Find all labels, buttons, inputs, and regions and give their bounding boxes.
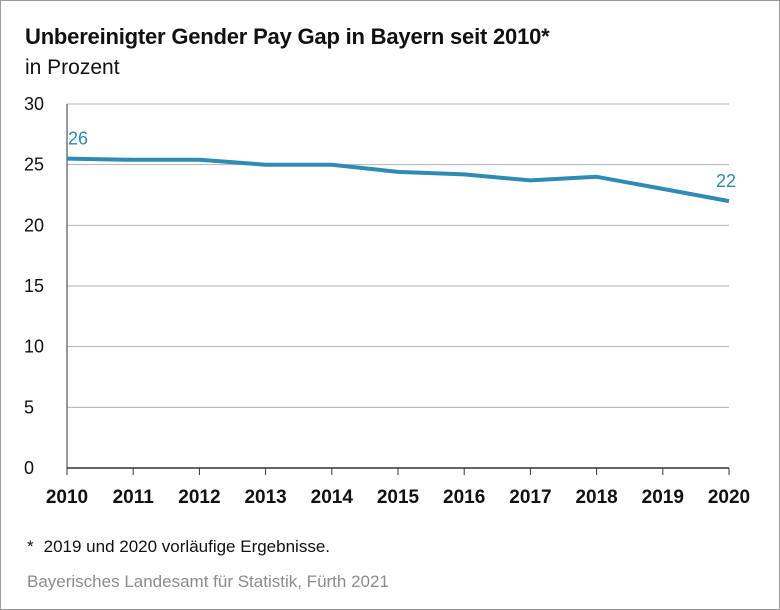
- x-tick-label: 2010: [46, 487, 88, 508]
- footnote-marker: *: [27, 537, 34, 556]
- chart-subtitle: in Prozent: [25, 56, 120, 79]
- x-tick-label: 2011: [113, 487, 155, 508]
- y-tick-label: 5: [24, 397, 34, 417]
- chart-title: Unbereinigter Gender Pay Gap in Bayern s…: [25, 24, 550, 49]
- x-tick-label: 2017: [509, 487, 551, 508]
- x-tick-label: 2013: [244, 487, 286, 508]
- x-tick-label: 2015: [377, 487, 420, 508]
- y-tick-label: 0: [24, 458, 34, 478]
- y-tick-label: 30: [24, 94, 44, 114]
- x-tick-label: 2014: [311, 487, 354, 508]
- source-credit: Bayerisches Landesamt für Statistik, Für…: [27, 572, 389, 591]
- data-label: 22: [716, 171, 736, 191]
- footnote: * 2019 und 2020 vorläufige Ergebnisse.: [27, 537, 330, 557]
- y-tick-label: 25: [24, 155, 44, 175]
- y-tick-label: 10: [24, 337, 44, 357]
- y-tick-label: 20: [24, 215, 44, 235]
- x-tick-label: 2018: [575, 487, 617, 508]
- y-tick-label: 15: [24, 276, 44, 296]
- data-label: 26: [68, 129, 88, 149]
- x-tick-label: 2012: [178, 487, 220, 508]
- series-line: [66, 156, 730, 204]
- x-tick-label: 2019: [642, 487, 684, 508]
- x-tick-label: 2016: [443, 487, 485, 508]
- x-tick-label: 2020: [708, 487, 750, 508]
- footnote-text: 2019 und 2020 vorläufige Ergebnisse.: [43, 537, 331, 556]
